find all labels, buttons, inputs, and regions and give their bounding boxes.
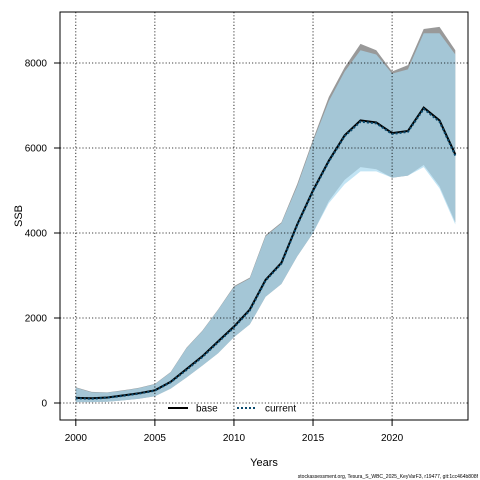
legend-label-base: base <box>196 404 218 415</box>
grid <box>60 12 468 420</box>
y-tick-label-8000: 8000 <box>25 59 48 70</box>
x-axis-title: Years <box>250 457 278 469</box>
y-tick-label-2000: 2000 <box>25 314 48 325</box>
x-tick-label-2000: 2000 <box>65 433 88 444</box>
x-tick-label-2020: 2020 <box>381 433 404 444</box>
confidence-bands <box>75 26 456 403</box>
y-tick-label-6000: 6000 <box>25 144 48 155</box>
x-tick-label-2005: 2005 <box>144 433 167 444</box>
axes: 2000 2005 2010 2015 2020 0 2000 4000 6000 8000 <box>25 59 404 445</box>
y-tick-label-0: 0 <box>41 399 47 410</box>
band-current <box>75 33 456 403</box>
x-tick-label-2010: 2010 <box>223 433 246 444</box>
y-axis-title: SSB <box>13 205 25 227</box>
line-current <box>75 107 457 400</box>
plot-frame <box>59 11 469 421</box>
legend: base current <box>168 404 296 415</box>
footer-text: stockassessment.org, Tesura_S_WBC_2025_K… <box>298 474 479 480</box>
legend-label-current: current <box>265 404 296 415</box>
x-tick-label-2015: 2015 <box>302 433 325 444</box>
series-lines <box>75 106 457 400</box>
y-tick-label-4000: 4000 <box>25 229 48 240</box>
